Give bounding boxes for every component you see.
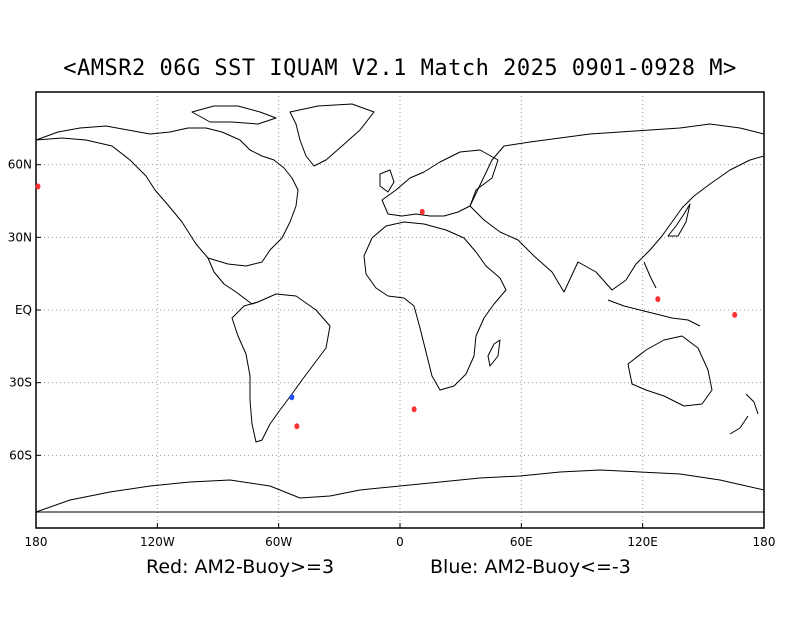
lon-tick-label: 180 <box>753 535 776 549</box>
legend-red: Red: AM2-Buoy>=3 <box>146 556 335 578</box>
coastline-north-america <box>35 125 299 267</box>
coastline-africa <box>363 221 507 391</box>
gridlines <box>36 92 764 528</box>
coastline-south-america <box>231 293 331 443</box>
lat-tick-label: 30N <box>8 230 32 244</box>
lon-tick-label: 120W <box>140 535 175 549</box>
coastline-new-zealand <box>729 393 759 435</box>
warm-bias-point <box>419 208 425 215</box>
lat-tick-label: EQ <box>15 303 32 317</box>
map-title: <AMSR2 06G SST IQUAM V2.1 Match 2025 090… <box>63 56 737 81</box>
coastline-madagascar <box>487 339 501 367</box>
coastlines <box>35 103 765 513</box>
coastline-europe <box>381 149 499 217</box>
coastline-greenland <box>289 103 375 167</box>
lat-tick-label: 30S <box>9 376 32 390</box>
coastline-antarctica <box>35 469 765 513</box>
coastline-maritime-asia <box>607 261 701 327</box>
lat-tick-label: 60N <box>8 158 32 172</box>
coastline-japan <box>667 203 691 237</box>
warm-bias-point <box>294 423 300 430</box>
warm-bias-point <box>35 183 41 190</box>
coastline-british-isles <box>379 169 395 193</box>
match-points <box>35 183 738 430</box>
lon-tick-label: 0 <box>396 535 404 549</box>
lon-tick-label: 120E <box>627 535 658 549</box>
lon-tick-label: 180 <box>25 535 48 549</box>
coastline-asia <box>469 123 765 293</box>
warm-bias-point <box>411 406 417 413</box>
lon-tick-label: 60E <box>510 535 533 549</box>
longitude-tick-labels: 180 120W 60W 0 60E 120E 180 <box>25 523 776 549</box>
cold-bias-point <box>289 394 295 401</box>
coastline-australia <box>627 335 713 407</box>
warm-bias-point <box>732 311 738 318</box>
latitude-tick-labels: 60N 30N EQ 30S 60S <box>8 158 41 462</box>
coastline-arctic-islands <box>191 105 277 125</box>
legend-blue: Blue: AM2-Buoy<=-3 <box>430 556 631 578</box>
warm-bias-point <box>655 296 661 303</box>
lon-tick-label: 60W <box>265 535 292 549</box>
lat-tick-label: 60S <box>9 448 32 462</box>
